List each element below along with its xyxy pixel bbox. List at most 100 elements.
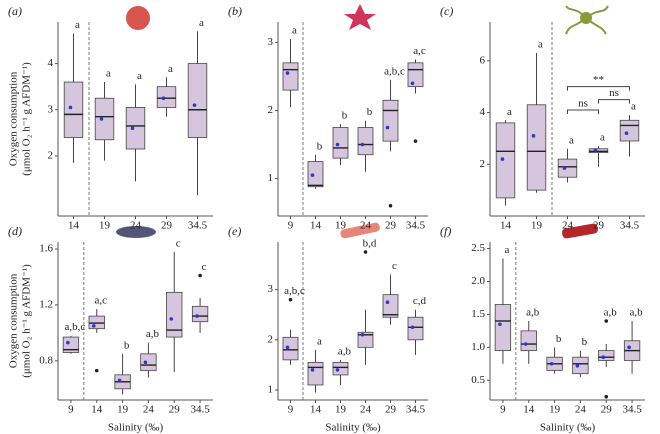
y-tick-label: 4 <box>480 106 486 118</box>
mean <box>285 71 290 75</box>
group-letter: a,b <box>630 307 644 319</box>
box <box>332 127 349 159</box>
y-axis-label: (μmol O₂ h⁻¹ g AFDM⁻¹) <box>21 62 33 176</box>
panel: (a) Oxygen consumption (μmol O₂ h⁻¹ g AFDM… <box>8 4 213 232</box>
box <box>520 330 537 352</box>
x-tick-label: 34.5 <box>406 220 426 232</box>
group-letter: a <box>168 63 173 75</box>
group-letter: a,b,c <box>384 65 405 77</box>
x-tick-label: 14 <box>310 404 322 416</box>
mean <box>627 345 631 350</box>
group-letter: b,d <box>363 238 377 250</box>
outlier <box>198 273 202 278</box>
y-tick-label: 2 <box>268 104 274 116</box>
group-letter: c,d <box>413 295 427 307</box>
x-tick-label: 9 <box>288 220 294 232</box>
group-letter: a,b,c <box>284 285 305 297</box>
panel: (e) Salinity (‰) 1 2 3 9 a,b,c 14 a 19 a,b 24 b,d 29 c… <box>228 224 428 434</box>
cucumber2-icon <box>562 223 598 239</box>
box <box>282 62 299 91</box>
box <box>495 122 516 199</box>
mean <box>562 166 567 170</box>
outlier <box>604 319 609 323</box>
group-letter: b <box>342 110 348 122</box>
box <box>140 353 157 372</box>
mean <box>410 81 415 86</box>
x-tick-label: 34.5 <box>622 404 642 416</box>
y-tick-label: 2 <box>268 333 274 345</box>
mean <box>66 340 70 345</box>
mean <box>91 324 96 328</box>
box <box>332 361 349 376</box>
x-tick-label: 29 <box>601 404 613 416</box>
y-tick-label: 1.0 <box>471 341 485 353</box>
mean <box>624 131 629 136</box>
mean <box>117 378 122 383</box>
group-letter: a <box>504 244 509 256</box>
panel-label: (e) <box>228 224 241 238</box>
y-tick-label: 2 <box>480 158 486 170</box>
bracket <box>567 86 630 91</box>
group-letter: a,b <box>526 307 540 319</box>
box <box>307 161 324 188</box>
mean <box>161 96 166 101</box>
group-letter: a,b,c <box>65 321 86 333</box>
outlier <box>363 250 368 254</box>
x-tick-label: 14 <box>500 220 512 232</box>
x-axis-label: Salinity (‰) <box>540 422 596 434</box>
x-tick-label: 29 <box>593 220 605 232</box>
panel-label: (b) <box>228 4 242 18</box>
y-tick-label: 2.5 <box>471 242 485 254</box>
x-axis-label: Salinity (‰) <box>108 422 164 434</box>
x-tick-label: 24 <box>143 404 155 416</box>
x-tick-label: 9 <box>288 404 294 416</box>
group-letter: c <box>202 261 207 273</box>
group-letter: c <box>176 237 181 249</box>
outlier <box>288 297 293 302</box>
box <box>187 63 208 138</box>
x-tick-label: 24 <box>575 404 587 416</box>
mean <box>385 125 390 130</box>
group-letter: a <box>199 17 204 29</box>
y-tick-label: 2 <box>48 149 54 161</box>
x-tick-label: 19 <box>335 220 347 232</box>
x-tick-label: 14 <box>310 220 322 232</box>
x-tick-label: 34.5 <box>190 404 210 416</box>
box <box>382 294 399 318</box>
box <box>62 336 80 353</box>
box <box>166 291 183 338</box>
x-tick-label: 24 <box>562 220 574 232</box>
group-letter: a <box>538 39 543 51</box>
group-letter: a,c <box>413 45 426 57</box>
panel: (b) 1 2 3 9 a 14 b 19 b 24 b 29 a,b,c 34.5 a,c <box>228 4 428 232</box>
box <box>191 305 209 323</box>
group-letter: a <box>600 132 605 144</box>
y-axis-label: (μmol O₂ h⁻¹ g AFDM⁻¹) <box>21 264 33 378</box>
group-letter: a <box>106 68 111 80</box>
panel: (f) Salinity (‰) 0.5 1.0 1.5 2.0 2.5 9 a 14 a,b 19 b… <box>440 224 645 434</box>
mean <box>575 363 580 368</box>
cucumber-icon <box>116 226 156 238</box>
box <box>282 336 299 361</box>
y-tick-label: 1.6 <box>39 243 53 255</box>
mean <box>310 173 315 177</box>
y-tick-label: 2.0 <box>471 275 485 287</box>
y-tick-label: 1 <box>268 172 274 184</box>
y-tick-label: 1 <box>268 383 274 395</box>
group-letter: a <box>317 335 322 347</box>
outlier <box>388 203 393 208</box>
y-tick-label: 6 <box>480 54 486 66</box>
mean <box>335 142 340 147</box>
y-tick-label: 0.8 <box>39 354 53 366</box>
mean <box>410 325 415 330</box>
x-tick-label: 34.5 <box>406 404 426 416</box>
bracket-label: ns <box>609 87 619 99</box>
box <box>357 127 374 156</box>
panel-label: (f) <box>440 224 451 238</box>
y-tick-label: 0.5 <box>471 374 485 386</box>
group-letter: a,b <box>146 328 160 340</box>
mean <box>195 314 199 318</box>
outlier <box>413 139 418 143</box>
y-axis-label: Oxygen consumption <box>8 273 20 368</box>
